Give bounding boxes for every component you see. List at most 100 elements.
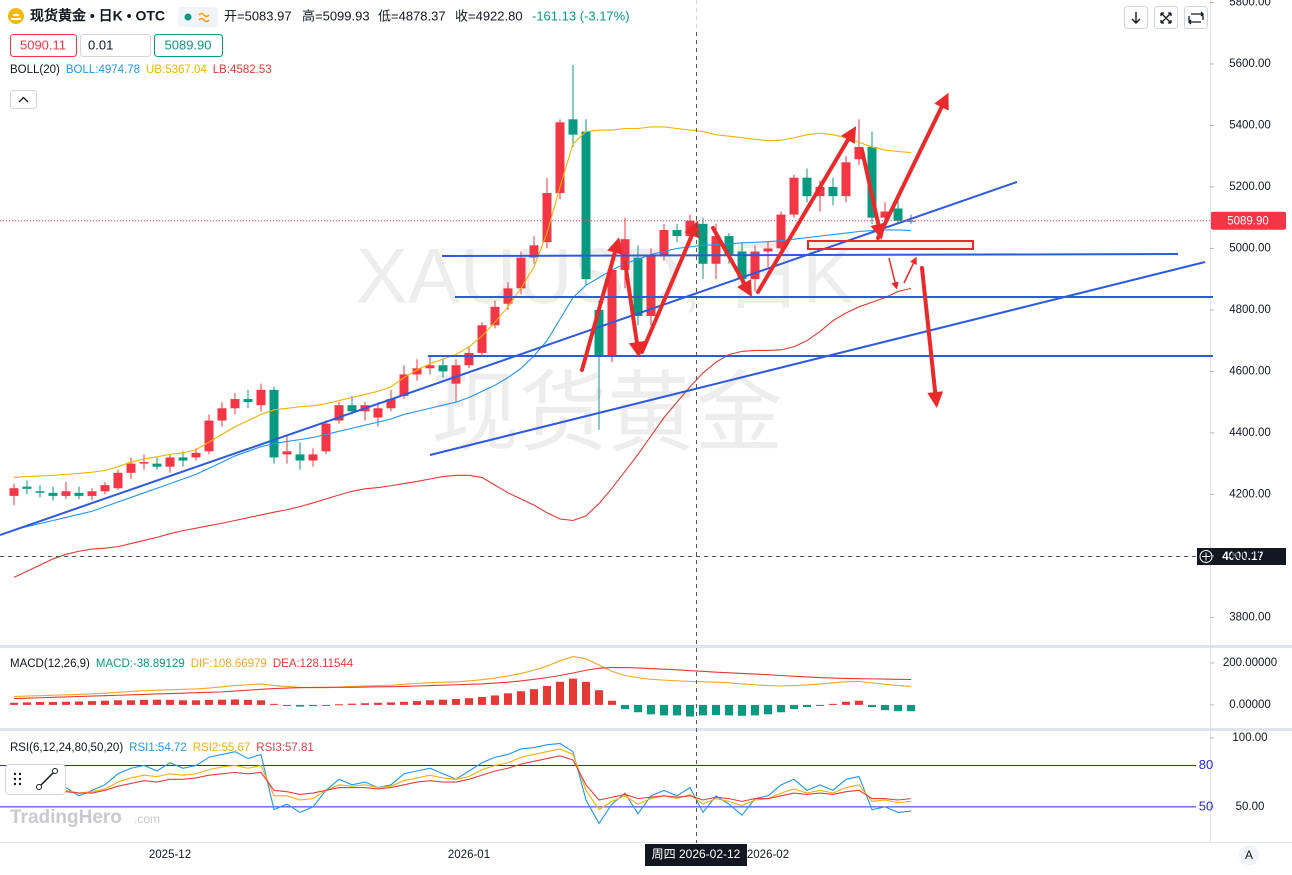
candle-body — [672, 229, 682, 237]
candle-body — [594, 309, 604, 357]
candle-body — [607, 269, 617, 357]
reset-button[interactable] — [1184, 6, 1208, 29]
histogram-bar — [790, 704, 798, 710]
candle-body — [750, 251, 760, 280]
y-tick-label: 4400.00 — [1229, 427, 1271, 439]
histogram-bar — [595, 690, 603, 705]
buy-button[interactable] — [154, 34, 223, 57]
histogram-bar — [816, 704, 824, 706]
candle-body — [373, 408, 383, 418]
histogram-bar — [608, 700, 616, 705]
candle-body — [464, 352, 474, 366]
collapse-button[interactable] — [10, 90, 37, 109]
y-tick-label: 5600.00 — [1229, 58, 1271, 70]
crosshair-date-box — [645, 844, 747, 866]
arrow — [920, 266, 944, 408]
candle-body — [61, 491, 71, 496]
sell-button[interactable] — [10, 34, 77, 57]
histogram-bar — [400, 701, 408, 705]
histogram-bar — [842, 701, 850, 705]
candle-body — [412, 368, 422, 375]
arrow — [876, 92, 949, 240]
candle-body — [698, 223, 708, 264]
candle-body — [308, 454, 318, 461]
buy-price[interactable]: 5089.90 — [165, 37, 212, 52]
candle-body — [633, 257, 643, 317]
candle-body — [438, 365, 448, 372]
quantity[interactable]: 0.01 — [88, 37, 113, 52]
quantity-input[interactable] — [80, 34, 151, 57]
y-tick-label: 0.00000 — [1229, 699, 1271, 711]
legend-entry: UB:5367.04 — [146, 64, 207, 76]
candle-body — [763, 248, 773, 252]
histogram-bar — [907, 704, 915, 712]
y-tick-label: 5000.00 — [1229, 242, 1271, 254]
legend-entry: RSI3:57.81 — [256, 742, 314, 754]
indicator-line — [13, 656, 912, 698]
indicator-label: RSI(6,12,24,80,50,20) — [10, 742, 123, 754]
brand-domain: .com — [134, 812, 160, 826]
y-tick-label: 3800.00 — [1229, 611, 1271, 623]
reset-icon — [1188, 11, 1204, 25]
candle-body — [568, 119, 578, 135]
histogram-bar — [660, 704, 668, 716]
market-status[interactable] — [178, 7, 218, 27]
y-tick-label: 5800.00 — [1229, 0, 1271, 8]
histogram-bar — [140, 699, 148, 705]
histogram-bar — [231, 699, 239, 705]
symbol-title[interactable]: 现货黄金 • 日K • OTC — [30, 8, 165, 24]
indicator-line — [13, 229, 912, 531]
pane-separator — [0, 728, 1292, 731]
y-tick-label: 4800.00 — [1229, 304, 1271, 316]
candle-body — [9, 488, 19, 496]
trend-tool-point — [36, 784, 42, 790]
histogram-bar — [244, 699, 252, 705]
histogram-bar — [36, 701, 44, 705]
candle-body — [646, 254, 656, 317]
candle-body — [113, 472, 123, 489]
candle-body — [48, 492, 58, 496]
open-value: 开=5083.97 — [224, 8, 292, 23]
indicator-label: MACD(12,26,9) — [10, 658, 90, 670]
histogram-bar — [881, 704, 889, 711]
histogram-bar — [725, 704, 733, 716]
legend-entry: MACD:-38.89129 — [96, 658, 185, 670]
indicator-line — [13, 755, 912, 802]
candle-body — [893, 208, 903, 221]
histogram-bar — [75, 701, 83, 705]
drawings — [0, 92, 1213, 536]
candle-body — [425, 365, 435, 369]
histogram-bar — [322, 704, 330, 706]
legend-entry: DEA:128.11544 — [273, 658, 354, 670]
indicator-line — [13, 742, 912, 825]
histogram-bar — [218, 699, 226, 705]
y-tick-label: 5400.00 — [1229, 119, 1271, 131]
candle-body — [581, 131, 591, 280]
indicator-label: BOLL(20) — [10, 64, 60, 76]
drag-handle[interactable] — [13, 772, 22, 786]
candle-body — [711, 236, 721, 264]
auto-scale-button[interactable] — [1239, 845, 1259, 865]
sell-price[interactable]: 5090.11 — [20, 37, 66, 52]
watermark-name: 现货黄金 — [431, 363, 783, 462]
x-tick-label: 2025-12 — [149, 849, 191, 861]
arrow — [756, 126, 857, 294]
candle-body — [867, 146, 877, 218]
candle-body — [282, 451, 292, 455]
histogram-bar — [257, 700, 265, 705]
candle-body — [204, 420, 214, 452]
histogram-bar — [686, 704, 694, 717]
high-value: 高=5099.93 — [302, 8, 370, 23]
candle-body — [386, 399, 396, 409]
indicator-line — [13, 126, 912, 478]
candle-body — [451, 365, 461, 384]
auto-scale-label[interactable]: A — [1245, 848, 1253, 862]
last-price-tag: 5089.90 — [1227, 215, 1269, 227]
histogram-bar — [582, 681, 590, 705]
histogram-bar — [569, 678, 577, 705]
crosshair-price: 4000.17 — [1222, 551, 1264, 563]
histogram-bar — [10, 702, 18, 705]
histogram-bar — [530, 689, 538, 705]
arrow — [623, 260, 645, 358]
candle-body — [35, 491, 45, 493]
